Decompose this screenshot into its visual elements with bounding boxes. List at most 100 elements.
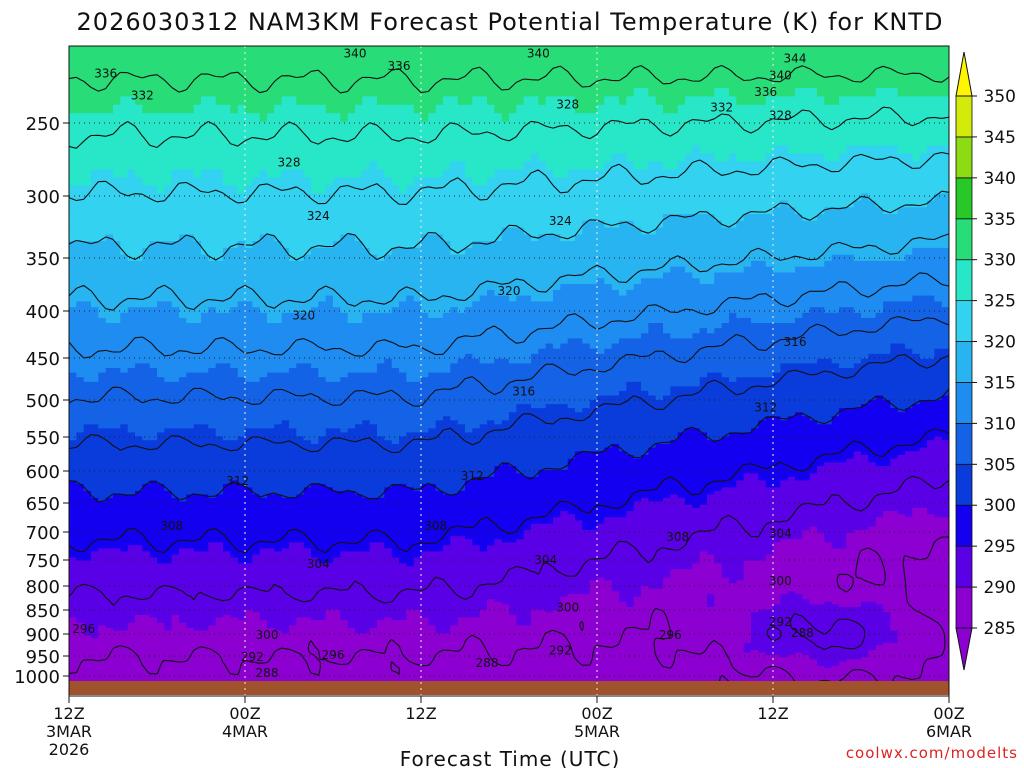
fill-cell: [179, 497, 187, 502]
fill-cell: [98, 630, 283, 634]
fill-cell: [179, 307, 209, 314]
fill-cell: [707, 436, 723, 441]
fill-cell: [934, 353, 949, 360]
contour-label: 328: [556, 98, 579, 112]
x-tick-date: 6MAR: [926, 722, 972, 741]
fill-cell: [215, 617, 239, 621]
fill-cell: [523, 161, 547, 171]
fill-cell: [171, 177, 224, 187]
fill-cell: [333, 560, 400, 564]
fill-cell: [333, 177, 393, 187]
fill-cell: [186, 497, 642, 502]
fill-cell: [69, 71, 949, 81]
fill-cell: [589, 586, 613, 590]
fill-cell: [934, 295, 949, 302]
fill-cell: [179, 617, 217, 621]
fill-cell: [839, 663, 949, 667]
fill-cell: [399, 301, 422, 308]
fill-cell: [252, 554, 312, 559]
fill-cell: [509, 412, 796, 417]
fill-cell: [69, 420, 283, 425]
fill-cell: [450, 363, 781, 369]
fill-cell: [69, 185, 158, 194]
fill-cell: [421, 241, 451, 249]
fill-cell: [384, 169, 444, 179]
fill-cell: [890, 462, 949, 467]
fill-cell: [831, 358, 862, 364]
fill-cell: [509, 295, 517, 302]
fill-cell: [890, 348, 913, 355]
contour-324: [69, 151, 949, 205]
fill-cell: [355, 234, 422, 242]
fill-cell: [912, 404, 949, 409]
fill-cell: [120, 96, 136, 106]
fill-cell: [773, 542, 833, 546]
fill-cell: [670, 571, 723, 576]
fill-cell: [567, 338, 583, 345]
fill-cell: [531, 612, 752, 616]
fill-cell: [575, 96, 605, 106]
fill-cell: [120, 317, 187, 324]
fill-cell: [729, 153, 737, 163]
fill-cell: [69, 633, 85, 637]
fill-cell: [868, 458, 891, 463]
fill-cell: [802, 533, 825, 537]
fill-cell: [69, 657, 811, 660]
fill-cell: [648, 497, 664, 502]
fill-cell: [435, 625, 451, 629]
fill-cell: [193, 548, 209, 553]
fill-cell: [259, 234, 275, 242]
fill-cell: [289, 424, 356, 429]
contour-label: 332: [710, 101, 733, 115]
fill-cell: [545, 343, 554, 350]
fill-cell: [428, 312, 444, 319]
contour-label: 292: [549, 644, 572, 658]
fill-cell: [303, 545, 371, 549]
fill-cell: [164, 622, 173, 626]
fill-cell: [743, 560, 949, 564]
fill-cell: [765, 652, 796, 656]
fill-cell: [743, 650, 752, 654]
fill-cell: [450, 536, 466, 540]
fill-cell: [406, 295, 415, 302]
fill-cell: [325, 614, 341, 619]
fill-cell: [751, 635, 899, 639]
fill-cell: [883, 307, 949, 314]
fill-cell: [714, 596, 781, 600]
fill-cell: [934, 348, 949, 355]
fill-cell: [685, 501, 708, 506]
fill-cell: [69, 260, 752, 268]
fill-cell: [69, 254, 129, 262]
fill-cell: [575, 517, 605, 522]
fill-cell: [472, 301, 884, 308]
contour-300: [69, 388, 949, 503]
fill-cell: [164, 487, 224, 492]
fill-cell: [413, 557, 701, 562]
fill-cell: [501, 601, 561, 605]
fill-cell: [883, 301, 943, 308]
fill-cell: [83, 487, 143, 492]
fill-cell: [780, 596, 803, 600]
fill-cell: [98, 372, 158, 378]
fill-cell: [450, 630, 752, 634]
fill-cell: [91, 169, 114, 179]
fill-cell: [699, 381, 949, 387]
fill-cell: [919, 353, 935, 360]
fill-cell: [472, 177, 488, 187]
fill-cell: [465, 424, 481, 429]
y-tick-label: 750: [26, 551, 60, 572]
fill-cell: [164, 483, 224, 488]
fill-cell: [69, 668, 949, 671]
fill-cell: [421, 301, 473, 308]
fill-cell: [897, 638, 949, 642]
fill-cell: [69, 563, 407, 567]
fill-cell: [890, 628, 949, 632]
fill-cell: [611, 284, 635, 291]
fill-cell: [897, 640, 949, 644]
fill-cell: [391, 617, 407, 621]
fill-cell: [501, 227, 525, 235]
fill-cell: [83, 428, 129, 433]
fill-cell: [208, 254, 224, 262]
fill-cell: [259, 494, 268, 499]
contour-label: 300: [769, 574, 792, 588]
